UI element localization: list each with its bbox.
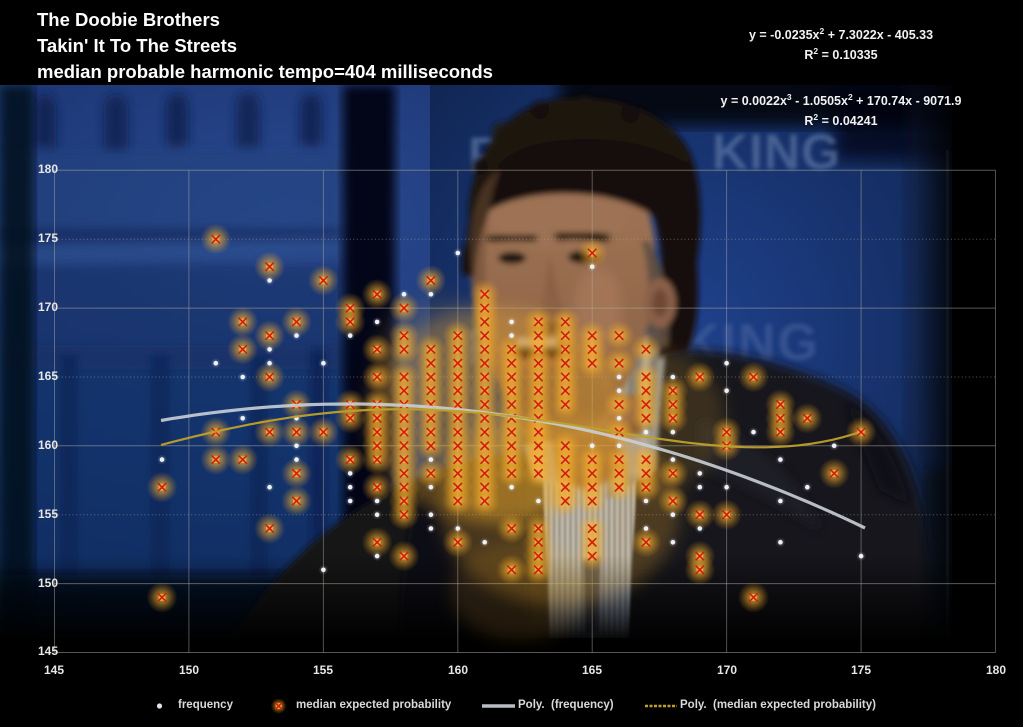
svg-text:KING: KING bbox=[712, 124, 841, 180]
